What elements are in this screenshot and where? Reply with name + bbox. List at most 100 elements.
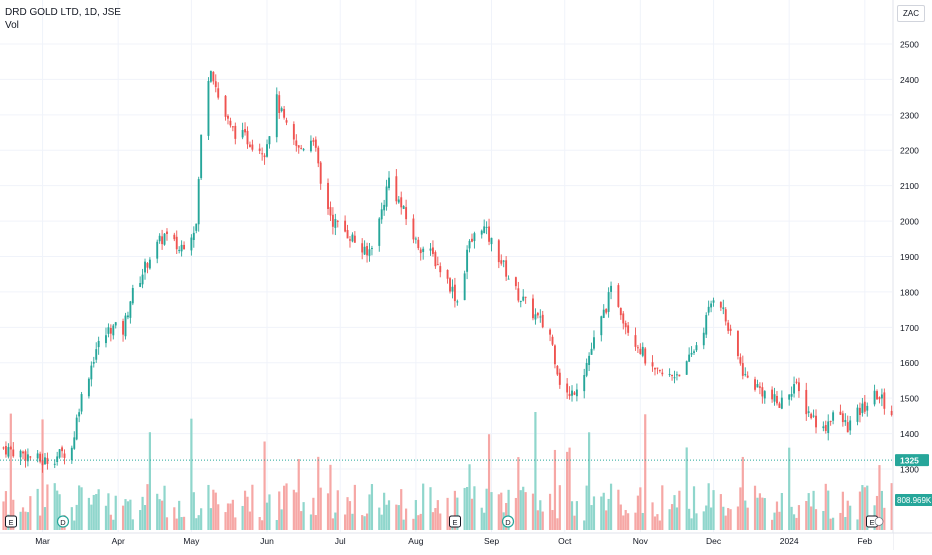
candle — [344, 215, 347, 233]
candle-body — [395, 176, 398, 202]
candle — [9, 445, 12, 450]
candle — [863, 395, 866, 414]
candle — [763, 390, 766, 404]
candle — [688, 347, 691, 362]
volume-bar — [810, 506, 813, 530]
volume-bar — [317, 456, 320, 530]
price-tick-label: 2300 — [900, 110, 919, 120]
candle — [263, 153, 266, 165]
dividend-marker[interactable]: D — [501, 515, 515, 528]
time-scale[interactable]: Mar Apr May Jun Jul Aug Sep Oct Nov Dec 2024 Feb — [0, 532, 932, 551]
volume-bar — [727, 508, 730, 530]
candle — [724, 307, 727, 326]
candle-body — [295, 140, 298, 146]
candle-body — [195, 223, 198, 231]
candle-body — [244, 129, 247, 133]
candle — [39, 451, 42, 464]
candle — [617, 283, 620, 308]
candle — [349, 235, 351, 248]
volume-bar — [812, 490, 815, 530]
volume-bar — [243, 490, 247, 530]
candle-body — [4, 445, 7, 455]
candle-body — [558, 372, 561, 385]
volume-bar — [329, 464, 332, 530]
candle-body — [480, 230, 483, 235]
volume-bar — [292, 489, 295, 530]
volume-bar — [226, 503, 230, 530]
candle-body — [758, 386, 761, 388]
candle-body — [688, 354, 691, 362]
volume-bar — [627, 513, 630, 530]
volume-bar — [139, 510, 142, 530]
candle-body — [661, 372, 664, 375]
candle — [497, 238, 500, 269]
candle — [36, 450, 39, 463]
candle-body — [129, 301, 132, 318]
candle-body — [314, 139, 317, 148]
volume-bar — [634, 512, 637, 530]
candle-body — [285, 120, 288, 123]
earnings-marker[interactable]: E — [449, 515, 461, 528]
dividend-marker[interactable]: D — [56, 515, 70, 528]
candle-body — [363, 246, 366, 255]
candle-body — [712, 300, 715, 303]
volume-bar — [468, 464, 471, 530]
candle — [793, 376, 796, 398]
volume-indicator-label[interactable]: Vol — [5, 20, 19, 31]
volume-bar — [283, 485, 286, 530]
candle — [661, 368, 664, 377]
volume-bar — [675, 507, 679, 530]
candle-body — [283, 108, 286, 118]
candle — [668, 368, 671, 377]
volume-bar — [566, 451, 569, 530]
volume-bar — [278, 491, 281, 530]
volume-bar — [363, 516, 366, 530]
volume-bar — [744, 500, 747, 530]
candle-body — [39, 453, 42, 462]
candle — [336, 219, 339, 228]
candle — [605, 308, 608, 315]
candle — [214, 74, 217, 93]
candle — [539, 309, 542, 323]
candle — [431, 240, 434, 257]
price-tick-label: 1400 — [900, 429, 919, 439]
candle-body — [754, 379, 756, 390]
candle-body — [822, 426, 825, 429]
volume-bar — [56, 490, 59, 530]
candle — [466, 245, 469, 280]
candle-body — [551, 336, 554, 345]
volume-bar — [719, 494, 722, 530]
volume-bar — [161, 500, 164, 530]
candle — [327, 178, 329, 215]
volume-bar — [200, 508, 203, 530]
dividend-marker-small[interactable] — [874, 517, 884, 526]
volume-bar — [556, 518, 559, 530]
price-series — [2, 70, 910, 473]
candle-body — [251, 144, 254, 150]
candle — [180, 240, 183, 257]
volume-bar — [568, 447, 571, 530]
volume-bar — [165, 517, 169, 530]
candle — [449, 277, 451, 294]
volume-bar — [756, 497, 759, 530]
price-scale[interactable]: 2500 2400 2300 2200 2100 2000 1900 1800 1700 1600… — [892, 0, 932, 550]
candle-body — [644, 348, 647, 364]
volume-bar — [163, 485, 166, 530]
candle — [729, 324, 732, 336]
volume-bar — [673, 495, 676, 530]
candle-body — [148, 259, 151, 269]
candle-body — [549, 329, 552, 335]
candle-body — [622, 313, 625, 324]
earnings-marker[interactable]: E — [5, 515, 17, 528]
volume-bar — [607, 498, 610, 530]
volume-bar — [761, 497, 764, 530]
currency-button[interactable]: ZAC — [897, 5, 925, 22]
candle — [844, 413, 847, 426]
volume-bar — [429, 487, 432, 530]
symbol-title[interactable]: DRD GOLD LTD, 1D, JSE — [5, 7, 121, 18]
candle-body — [878, 397, 881, 400]
candle — [524, 296, 527, 304]
